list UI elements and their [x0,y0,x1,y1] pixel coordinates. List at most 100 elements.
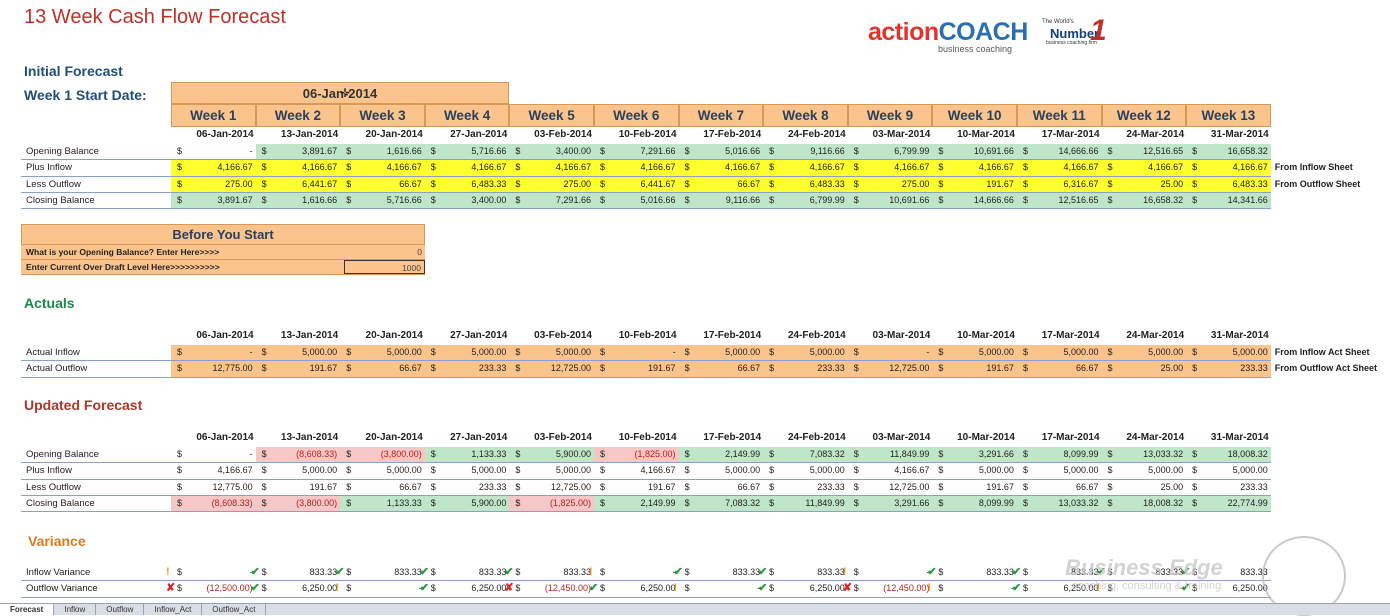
value-cell[interactable]: $12,725.00 [848,480,933,495]
value-cell[interactable]: ✔ $833.33 [1012,565,1102,580]
value-cell[interactable]: $ (8,608.33) [171,495,256,512]
value-cell[interactable]: $25.00 [1102,480,1187,495]
value-cell[interactable]: $5,000.00 [1186,345,1271,361]
value-cell[interactable]: $5,000.00 [509,463,594,478]
value-cell[interactable]: ! $ - [166,565,256,580]
value-cell[interactable]: $4,166.67 [255,160,341,176]
value-cell[interactable]: $233.33 [763,361,848,377]
value-cell[interactable]: ! $ - [1097,581,1187,596]
value-cell[interactable]: $233.33 [763,480,848,495]
value-cell[interactable]: $4,166.67 [171,160,256,176]
value-cell[interactable]: $3,291.66 [932,447,1017,463]
value-cell[interactable]: $5,000.00 [1017,463,1102,478]
start-date-cell[interactable]: 06-Jan-2014 [171,82,509,104]
value-cell[interactable]: $191.67 [256,480,341,495]
value-cell[interactable]: $12,775.00 [171,480,256,495]
value-cell[interactable]: $ - [171,144,256,159]
value-cell[interactable]: $66.67 [340,480,425,495]
value-cell[interactable]: $25.00 [1101,176,1187,192]
value-cell[interactable]: $5,716.66 [424,144,510,160]
value-cell[interactable]: $8,099.99 [1016,447,1102,463]
value-cell[interactable]: $3,891.67 [171,192,256,209]
overdraft-input[interactable]: 1000 [344,260,425,274]
value-cell[interactable]: ✔ $833.33 [758,565,848,580]
value-cell[interactable]: $ - [171,345,256,361]
value-cell[interactable]: ✔ $833.33 [420,565,510,580]
value-cell[interactable]: ✘ $ (12,450.00) [504,581,594,596]
value-cell[interactable]: $5,000.00 [255,345,341,361]
value-cell[interactable]: $18,008.32 [1101,495,1187,512]
value-cell[interactable]: $10,691.66 [847,192,933,209]
sheet-tab-inflow-act[interactable]: Inflow_Act [144,604,203,615]
value-cell[interactable]: $3,291.66 [847,495,933,512]
value-cell[interactable]: ✔ $6,250.00 [1181,581,1271,596]
value-cell[interactable]: $12,516.65 [1016,192,1102,209]
value-cell[interactable]: $14,666.66 [1016,144,1102,160]
value-cell[interactable]: $12,725.00 [509,361,594,377]
value-cell[interactable]: $16,658.32 [1101,192,1187,209]
value-cell[interactable]: $66.67 [678,176,764,192]
value-cell[interactable]: ✔ $6,250.00 [251,581,341,596]
value-cell[interactable]: $5,000.00 [932,345,1017,361]
value-cell[interactable]: $4,166.67 [1101,160,1187,176]
value-cell[interactable]: $ - [593,345,679,361]
value-cell[interactable]: ! $ - [335,581,425,596]
value-cell[interactable]: $66.67 [1016,361,1102,377]
value-cell[interactable]: $9,116.66 [763,144,848,160]
value-cell[interactable]: $233.33 [1186,361,1271,377]
value-cell[interactable]: $275.00 [847,176,933,192]
value-cell[interactable]: $5,000.00 [509,345,594,361]
value-cell[interactable]: $191.67 [594,480,679,495]
value-cell[interactable]: $ (3,800.00) [340,447,425,463]
value-cell[interactable]: $4,166.67 [763,160,848,176]
value-cell[interactable]: $ (3,800.00) [255,495,341,512]
value-cell[interactable]: $191.67 [593,361,679,377]
value-cell[interactable]: $3,400.00 [509,144,594,160]
value-cell[interactable]: $7,083.32 [763,447,848,463]
value-cell[interactable]: $7,291.66 [593,144,679,160]
value-cell[interactable]: $6,441.67 [593,176,679,192]
value-cell[interactable]: $ - [847,345,933,361]
value-cell[interactable]: $7,291.66 [509,192,594,209]
value-cell[interactable]: $5,000.00 [1186,463,1271,478]
value-cell[interactable]: ✔ $6,250.00 [589,581,679,596]
value-cell[interactable]: $5,000.00 [679,463,764,478]
value-cell[interactable]: $4,166.67 [1016,160,1102,176]
value-cell[interactable]: $5,900.00 [509,447,594,463]
value-cell[interactable]: $6,483.33 [763,176,848,192]
value-cell[interactable]: $ (8,608.33) [255,447,341,463]
value-cell[interactable]: ! $ - [589,565,679,580]
value-cell[interactable]: $1,133.33 [340,495,425,512]
value-cell[interactable]: $4,166.67 [932,160,1017,176]
value-cell[interactable]: ✔ $833.33 [251,565,341,580]
value-cell[interactable]: ✔ $833.33 [1097,565,1187,580]
value-cell[interactable]: $14,666.66 [932,192,1017,209]
value-cell[interactable]: $275.00 [171,176,256,192]
value-cell[interactable]: $1,616.66 [255,192,341,209]
value-cell[interactable]: ✔ $6,250.00 [1012,581,1102,596]
value-cell[interactable]: $5,716.66 [340,192,425,209]
value-cell[interactable]: $18,008.32 [1186,447,1271,463]
value-cell[interactable]: $6,483.33 [424,176,510,192]
value-cell[interactable]: $5,000.00 [1102,463,1187,478]
value-cell[interactable]: ✔ $833.33 [1181,565,1271,580]
value-cell[interactable]: $3,400.00 [424,192,510,209]
value-cell[interactable]: $4,166.67 [594,463,679,478]
value-cell[interactable]: $13,033.32 [1016,495,1102,512]
value-cell[interactable]: ✘ $ (12,500.00) [166,581,256,596]
value-cell[interactable]: $12,775.00 [171,361,256,377]
value-cell[interactable]: $275.00 [509,176,594,192]
value-cell[interactable]: $4,166.67 [1186,160,1271,176]
value-cell[interactable]: $4,166.67 [171,463,256,478]
value-cell[interactable]: $12,516.65 [1101,144,1187,160]
value-cell[interactable]: $66.67 [340,361,425,377]
value-cell[interactable]: $ (1,825.00) [593,447,679,463]
value-cell[interactable]: $233.33 [1186,480,1271,495]
opening-balance-input[interactable]: 0 [417,247,422,257]
value-cell[interactable]: $191.67 [932,176,1017,192]
value-cell[interactable]: $2,149.99 [678,447,764,463]
value-cell[interactable]: $5,900.00 [424,495,510,512]
value-cell[interactable]: $5,000.00 [932,463,1017,478]
value-cell[interactable]: $6,799.99 [763,192,848,209]
value-cell[interactable]: $4,166.67 [340,160,425,176]
